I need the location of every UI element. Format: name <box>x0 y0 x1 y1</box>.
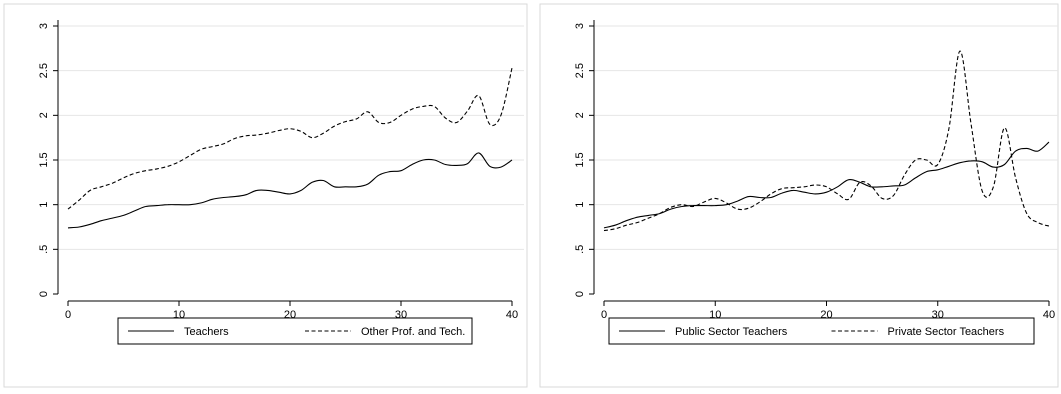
y-tick-label: 2.5 <box>38 63 50 78</box>
legend-label-2: Private Sector Teachers <box>888 326 1005 338</box>
legend-label-2: Other Prof. and Tech. <box>361 326 465 338</box>
x-tick-label: 0 <box>601 309 607 321</box>
y-tick-label: 1.5 <box>38 152 50 167</box>
x-tick-label: 40 <box>506 309 518 321</box>
y-tick-label: 1 <box>574 202 586 208</box>
x-tick-label: 40 <box>1043 309 1055 321</box>
series-line-1 <box>603 141 1050 229</box>
y-tick-label: .5 <box>574 245 586 254</box>
legend-box <box>608 317 1035 345</box>
legend-label-1: Teachers <box>184 326 229 338</box>
y-tick-label: 1 <box>38 202 50 208</box>
series-line-2 <box>67 67 513 210</box>
series-line-1 <box>67 152 513 229</box>
chart-panel-2: 0.511.522.53010203040Job tenure (in year… <box>539 3 1059 388</box>
y-tick-label: 2 <box>38 112 50 118</box>
y-tick-label: 2 <box>574 112 586 118</box>
legend-box <box>117 317 473 345</box>
chart-panel-1: 0.511.522.53010203040Job tenure (in year… <box>3 3 528 388</box>
y-tick-label: 2.5 <box>574 63 586 78</box>
y-tick-label: 0 <box>574 291 586 297</box>
y-tick-label: 3 <box>38 23 50 29</box>
y-tick-label: 1.5 <box>574 152 586 167</box>
y-tick-label: .5 <box>38 245 50 254</box>
series-line-2 <box>603 50 1050 232</box>
x-tick-label: 0 <box>65 309 71 321</box>
y-tick-label: 0 <box>38 291 50 297</box>
legend-label-1: Public Sector Teachers <box>675 326 788 338</box>
y-tick-label: 3 <box>574 23 586 29</box>
